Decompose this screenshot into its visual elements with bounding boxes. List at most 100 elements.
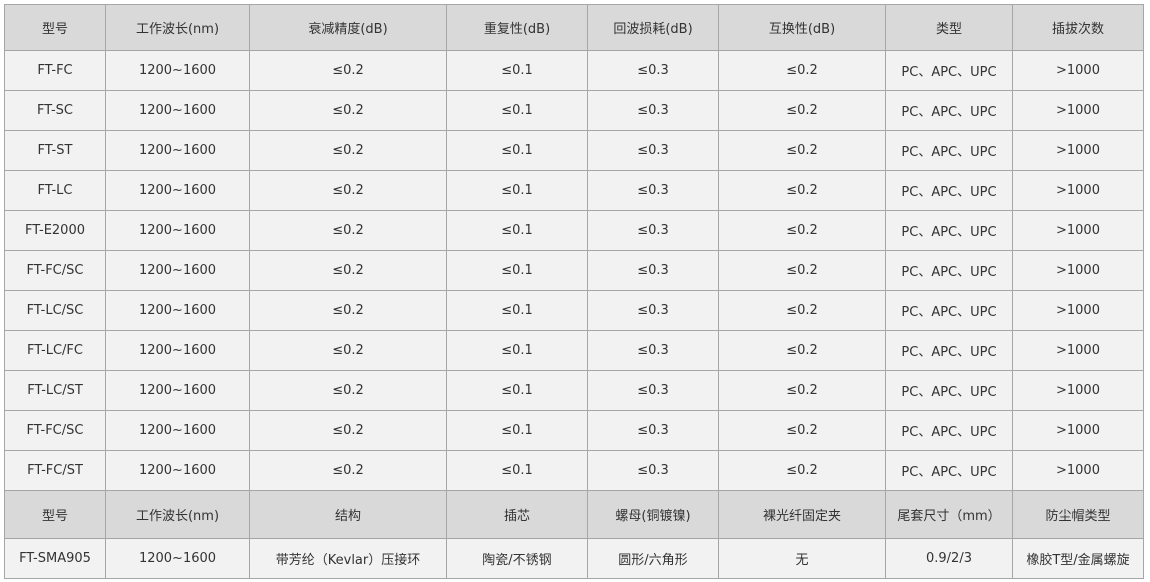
table-cell: ≤0.3 — [587, 170, 719, 211]
spec-table: 型号 工作波长(nm) 衰减精度(dB) 重复性(dB) 回波损耗(dB) 互换性(dB)… — [4, 4, 1144, 579]
header-cell: 型号 — [4, 4, 106, 51]
table-cell: ≤0.2 — [249, 50, 447, 91]
table-row: FT-LC/SC 1200~1600 ≤0.2 ≤0.1 ≤0.3 ≤0.2 PC、APC、… — [4, 290, 1144, 331]
table-cell: ≤0.2 — [718, 290, 886, 331]
table-cell: ≤0.2 — [718, 330, 886, 371]
table-row: FT-FC/ST 1200~1600 ≤0.2 ≤0.1 ≤0.3 ≤0.2 PC、APC、… — [4, 450, 1144, 491]
table-cell: PC、APC、UPC — [885, 290, 1013, 331]
table-cell: ≤0.1 — [446, 450, 588, 491]
table-cell: PC、APC、UPC — [885, 170, 1013, 211]
table-cell: PC、APC、UPC — [885, 410, 1013, 451]
header-cell: 型号 — [4, 490, 106, 539]
table-cell: PC、APC、UPC — [885, 130, 1013, 171]
table-cell: ≤0.2 — [249, 410, 447, 451]
table-row: FT-LC/ST 1200~1600 ≤0.2 ≤0.1 ≤0.3 ≤0.2 PC、APC、… — [4, 370, 1144, 411]
table-cell: >1000 — [1012, 330, 1144, 371]
table-cell: 1200~1600 — [105, 290, 250, 331]
table-cell: 陶瓷/不锈钢 — [446, 538, 588, 579]
table-cell: ≤0.2 — [249, 210, 447, 251]
table-cell: ≤0.2 — [718, 250, 886, 291]
table-cell: >1000 — [1012, 130, 1144, 171]
table-cell: 0.9/2/3 — [885, 538, 1013, 579]
table-row: 型号 工作波长(nm) 衰减精度(dB) 重复性(dB) 回波损耗(dB) 互换性(dB)… — [4, 4, 1144, 51]
header-cell: 裸光纤固定夹 — [718, 490, 886, 539]
table-cell: FT-E2000 — [4, 210, 106, 251]
table-cell: ≤0.1 — [446, 410, 588, 451]
table-cell: ≤0.2 — [718, 90, 886, 131]
table-cell: ≤0.2 — [718, 410, 886, 451]
table-cell: ≤0.3 — [587, 210, 719, 251]
table-cell: 橡胶T型/金属螺旋 — [1012, 538, 1144, 579]
table-row: FT-ST 1200~1600 ≤0.2 ≤0.1 ≤0.3 ≤0.2 PC、APC、UPC… — [4, 130, 1144, 171]
header-cell: 螺母(铜镀镍) — [587, 490, 719, 539]
table-cell: FT-LC/ST — [4, 370, 106, 411]
table-cell: FT-FC/ST — [4, 450, 106, 491]
table-cell: ≤0.2 — [718, 370, 886, 411]
table-cell: 1200~1600 — [105, 370, 250, 411]
table-cell: ≤0.1 — [446, 210, 588, 251]
table-cell: >1000 — [1012, 210, 1144, 251]
table-row: 型号 工作波长(nm) 结构 插芯 螺母(铜镀镍) 裸光纤固定夹 尾套尺寸（mm） 防尘帽类型 — [4, 490, 1144, 539]
table-cell: ≤0.1 — [446, 130, 588, 171]
table-cell: ≤0.1 — [446, 50, 588, 91]
table-cell: FT-FC — [4, 50, 106, 91]
table-cell: PC、APC、UPC — [885, 330, 1013, 371]
header-cell: 工作波长(nm) — [105, 490, 250, 539]
table-cell: >1000 — [1012, 170, 1144, 211]
table-cell: ≤0.3 — [587, 290, 719, 331]
header-cell: 回波损耗(dB) — [587, 4, 719, 51]
table-cell: ≤0.2 — [718, 210, 886, 251]
table-cell: 圆形/六角形 — [587, 538, 719, 579]
header-cell: 防尘帽类型 — [1012, 490, 1144, 539]
header-cell: 重复性(dB) — [446, 4, 588, 51]
table-cell: ≤0.2 — [249, 290, 447, 331]
table-cell: 1200~1600 — [105, 450, 250, 491]
table-cell: PC、APC、UPC — [885, 50, 1013, 91]
header-cell: 插拔次数 — [1012, 4, 1144, 51]
table-cell: ≤0.1 — [446, 330, 588, 371]
table-cell: 1200~1600 — [105, 170, 250, 211]
table-cell: ≤0.2 — [249, 250, 447, 291]
table-cell: FT-ST — [4, 130, 106, 171]
header-cell: 互换性(dB) — [718, 4, 886, 51]
table-cell: ≤0.1 — [446, 290, 588, 331]
header-cell: 尾套尺寸（mm） — [885, 490, 1013, 539]
table-cell: ≤0.1 — [446, 90, 588, 131]
table-cell: FT-LC/SC — [4, 290, 106, 331]
table-cell: FT-LC/FC — [4, 330, 106, 371]
table-cell: PC、APC、UPC — [885, 450, 1013, 491]
table-cell: >1000 — [1012, 250, 1144, 291]
table-cell: PC、APC、UPC — [885, 90, 1013, 131]
table-cell: ≤0.3 — [587, 450, 719, 491]
header-cell: 插芯 — [446, 490, 588, 539]
table-cell: ≤0.3 — [587, 50, 719, 91]
table-cell: ≤0.3 — [587, 330, 719, 371]
table-cell: FT-SC — [4, 90, 106, 131]
table-cell: PC、APC、UPC — [885, 250, 1013, 291]
table-cell: FT-SMA905 — [4, 538, 106, 579]
table-cell: ≤0.2 — [718, 50, 886, 91]
table-cell: ≤0.2 — [249, 130, 447, 171]
table-cell: ≤0.3 — [587, 90, 719, 131]
table-cell: ≤0.1 — [446, 250, 588, 291]
table-cell: PC、APC、UPC — [885, 370, 1013, 411]
table-row: FT-SMA905 1200~1600 带芳纶（Kevlar）压接环 陶瓷/不锈钢 圆形… — [4, 538, 1144, 579]
table-cell: 1200~1600 — [105, 90, 250, 131]
table-cell: >1000 — [1012, 450, 1144, 491]
table-cell: PC、APC、UPC — [885, 210, 1013, 251]
table-cell: 1200~1600 — [105, 210, 250, 251]
table-cell: >1000 — [1012, 370, 1144, 411]
table-cell: ≤0.1 — [446, 370, 588, 411]
table-cell: ≤0.2 — [718, 170, 886, 211]
table-row: FT-E2000 1200~1600 ≤0.2 ≤0.1 ≤0.3 ≤0.2 PC、APC、… — [4, 210, 1144, 251]
table-cell: ≤0.3 — [587, 370, 719, 411]
header-cell: 类型 — [885, 4, 1013, 51]
table-cell: FT-LC — [4, 170, 106, 211]
table-row: FT-LC/FC 1200~1600 ≤0.2 ≤0.1 ≤0.3 ≤0.2 PC、APC、… — [4, 330, 1144, 371]
table-row: FT-LC 1200~1600 ≤0.2 ≤0.1 ≤0.3 ≤0.2 PC、APC、UPC… — [4, 170, 1144, 211]
table-cell: FT-FC/SC — [4, 410, 106, 451]
table-cell: 无 — [718, 538, 886, 579]
table-cell: ≤0.2 — [249, 370, 447, 411]
table-cell: ≤0.3 — [587, 250, 719, 291]
table-cell: >1000 — [1012, 410, 1144, 451]
